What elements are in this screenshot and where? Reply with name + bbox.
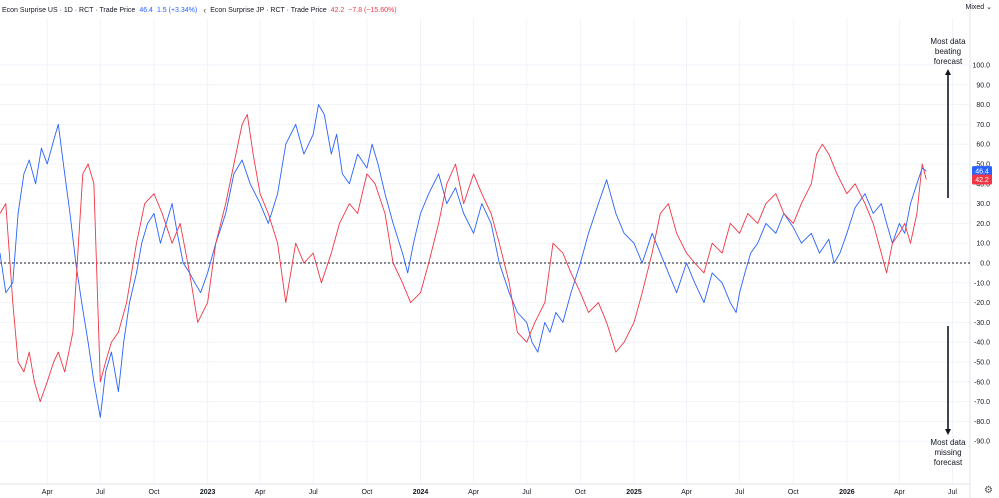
y-tick-label-16: -60.0 (974, 379, 990, 386)
y-tick-label-1: 90.0 (976, 82, 990, 89)
annotation-top-line-2: beating (934, 47, 962, 56)
chevron-down-icon: ⌄ (986, 4, 992, 11)
x-tick-label-1: Jul (96, 489, 105, 496)
y-tick-label-19: -90.0 (974, 439, 990, 446)
last-value-badge-jp: 42.2 (972, 174, 992, 185)
badge-text: 46.4 (975, 169, 989, 176)
x-tick-label-11: 2025 (626, 489, 642, 496)
x-tick-label-13: Jul (735, 489, 744, 496)
x-tick-label-2: Oct (149, 489, 160, 496)
annotation-bottom-line-1: Most data (930, 438, 966, 447)
annotation-bottom-line-2: missing (934, 448, 962, 457)
y-tick-label-11: -10.0 (974, 280, 990, 287)
scale-mode-selector[interactable]: Mixed ⌄ (965, 3, 992, 11)
y-tick-label-9: 10.0 (976, 241, 990, 248)
legend-jp-title[interactable]: Econ Surprise JP · RCT · Trade Price (210, 6, 327, 14)
x-tick-label-15: 2026 (839, 489, 855, 496)
last-value-badge-us: 46.4 (972, 166, 992, 177)
annotation-bottom-line-3: forecast (933, 458, 963, 467)
legend-us-change: 1.5 (+3.34%) (156, 6, 198, 14)
x-tick-label-17: Jul (948, 489, 957, 496)
y-tick-label-18: -80.0 (974, 419, 990, 426)
series-line-us[interactable] (0, 104, 927, 418)
x-tick-label-14: Oct (788, 489, 799, 496)
y-tick-label-15: -50.0 (974, 360, 990, 367)
badge-bg (972, 174, 992, 185)
y-tick-label-4: 60.0 (976, 142, 990, 149)
x-tick-label-0: Apr (42, 489, 54, 496)
legend-us-value: 46.4 (139, 6, 153, 14)
x-tick-label-3: 2023 (200, 489, 216, 496)
annotation-top-line-3: forecast (933, 57, 963, 66)
x-tick-label-5: Jul (309, 489, 318, 496)
legend-us-title[interactable]: Econ Surprise US · 1D · RCT · Trade Pric… (2, 6, 136, 14)
scale-mode-label: Mixed (965, 4, 985, 11)
x-tick-label-4: Apr (255, 489, 267, 496)
gear-icon[interactable]: ⚙ (984, 485, 993, 496)
annotation-bottom: Most data missing forecast (926, 438, 970, 468)
series-line-jp[interactable] (0, 114, 927, 403)
annotation-top-line-1: Most data (930, 37, 966, 46)
x-tick-label-12: Apr (681, 489, 693, 496)
y-tick-label-17: -70.0 (974, 399, 990, 406)
chevron-left-icon[interactable]: ‹ (203, 5, 207, 15)
grid (0, 18, 970, 484)
y-tick-label-3: 70.0 (976, 122, 990, 129)
x-tick-label-6: Oct (361, 489, 372, 496)
y-tick-label-12: -20.0 (974, 300, 990, 307)
y-tick-label-6: 40.0 (976, 181, 990, 188)
badge-text: 42.2 (975, 177, 989, 184)
y-tick-label-0: 100.0 (972, 63, 990, 70)
x-tick-label-9: Jul (522, 489, 531, 496)
x-tick-label-7: 2024 (413, 489, 429, 496)
y-tick-label-5: 50.0 (976, 162, 990, 169)
y-tick-label-13: -30.0 (974, 320, 990, 327)
annotation-top: Most data beating forecast (926, 37, 970, 67)
y-tick-label-10: 0.0 (980, 261, 990, 268)
x-tick-label-16: Apr (894, 489, 906, 496)
legend-jp-change: −7.8 (−15.60%) (348, 6, 397, 14)
y-tick-label-14: -40.0 (974, 340, 990, 347)
y-tick-label-2: 80.0 (976, 102, 990, 109)
y-tick-label-8: 20.0 (976, 221, 990, 228)
legend-jp-value: 42.2 (330, 6, 345, 14)
legend-bar: Econ Surprise US · 1D · RCT · Trade Pric… (2, 3, 397, 17)
x-tick-label-8: Apr (468, 489, 480, 496)
x-tick-label-10: Oct (575, 489, 586, 496)
y-tick-label-7: 30.0 (976, 201, 990, 208)
badge-bg (972, 166, 992, 177)
